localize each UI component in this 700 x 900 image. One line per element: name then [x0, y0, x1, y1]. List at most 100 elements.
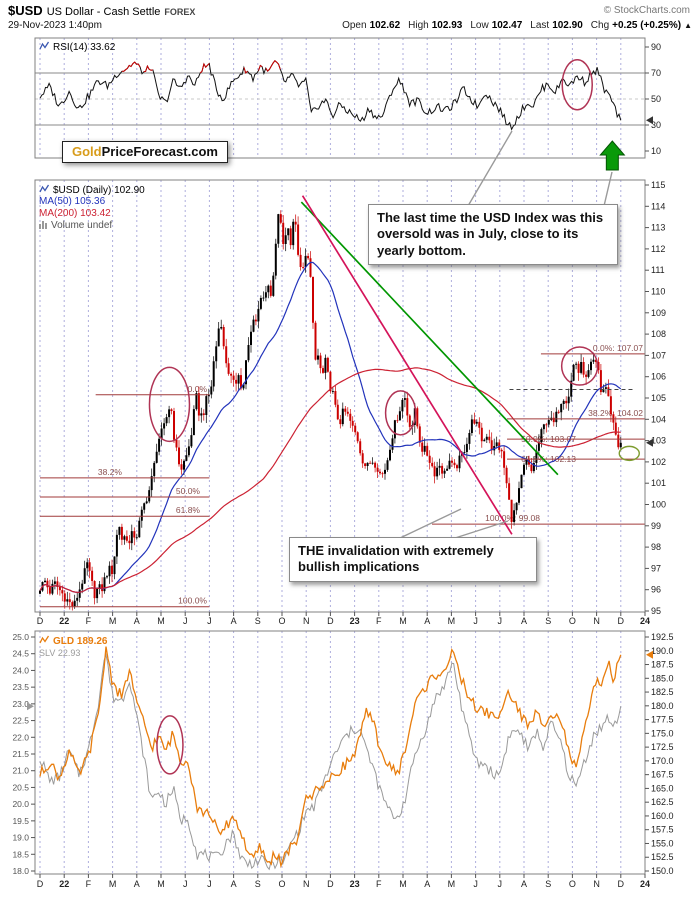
quote-high-value: 102.93	[431, 20, 463, 31]
svg-text:109: 109	[651, 308, 666, 318]
svg-text:105: 105	[651, 393, 666, 403]
svg-text:O: O	[278, 616, 285, 626]
svg-text:N: N	[593, 616, 600, 626]
svg-text:172.5: 172.5	[651, 742, 674, 752]
svg-text:23: 23	[350, 616, 360, 626]
svg-text:70: 70	[651, 68, 661, 78]
svg-text:100: 100	[651, 500, 666, 510]
quote-open-label: Open	[342, 20, 367, 31]
svg-text:20.0: 20.0	[12, 799, 29, 809]
rsi-panel	[35, 60, 645, 131]
quote-chg-value: +0.25 (+0.25%)	[612, 20, 682, 31]
chart-datetime: 29-Nov-2023 1:40pm	[8, 20, 102, 31]
exchange: FOREX	[164, 7, 196, 17]
svg-text:99: 99	[651, 521, 661, 531]
svg-text:115: 115	[651, 180, 665, 190]
svg-text:180.0: 180.0	[651, 701, 674, 711]
svg-text:J: J	[183, 879, 188, 889]
annotation-invalidation-note: THE invalidation with extremely bullish …	[289, 537, 537, 582]
svg-text:22: 22	[59, 616, 69, 626]
annotation-oversold-note: The last time the USD Index was this ove…	[368, 204, 618, 265]
svg-text:104: 104	[651, 414, 666, 424]
gld-highlight-ellipse	[156, 715, 184, 775]
indicator-icon	[39, 184, 50, 193]
rsi-legend-label: RSI(14) 33.62	[53, 42, 116, 53]
quote-low-label: Low	[470, 20, 489, 31]
grid-lines	[39, 38, 646, 874]
svg-text:A: A	[231, 879, 237, 889]
svg-text:108: 108	[651, 329, 666, 339]
quote-low-value: 102.47	[491, 20, 523, 31]
gld-slv-panel	[39, 646, 622, 871]
usd-panel: 0.0% 38.2% 50.0% 61.8% 100.0% 0.0%: 107.07 38.…	[39, 195, 645, 611]
svg-text:192.5: 192.5	[651, 632, 674, 642]
gld-line	[39, 646, 622, 869]
svg-text:24: 24	[640, 879, 650, 889]
volume-legend-label: Volume undef	[51, 220, 113, 231]
svg-text:38.2%: 38.2%	[98, 467, 123, 477]
svg-text:J: J	[207, 616, 212, 626]
svg-text:O: O	[569, 616, 576, 626]
svg-text:M: M	[109, 616, 117, 626]
svg-text:A: A	[424, 879, 430, 889]
svg-text:D: D	[37, 616, 44, 626]
svg-text:N: N	[303, 879, 310, 889]
svg-text:111: 111	[651, 265, 665, 275]
svg-text:A: A	[134, 879, 140, 889]
svg-text:M: M	[157, 879, 165, 889]
symbol: $USD	[8, 3, 43, 18]
svg-text:18.0: 18.0	[12, 866, 29, 876]
svg-text:S: S	[545, 616, 551, 626]
svg-text:M: M	[448, 879, 456, 889]
trendline-green-resistance	[300, 201, 559, 476]
svg-text:165.0: 165.0	[651, 783, 674, 793]
gld-legend: GLD 189.26 SLV 22.93	[39, 635, 107, 659]
svg-text:23.5: 23.5	[12, 682, 29, 692]
svg-text:185.0: 185.0	[651, 673, 674, 683]
usd-last-value-marker	[646, 438, 653, 447]
svg-text:F: F	[86, 879, 92, 889]
svg-text:22: 22	[59, 879, 69, 889]
quote-chg-label: Chg	[590, 20, 610, 31]
svg-text:90: 90	[651, 42, 661, 52]
ma200-legend-label: MA(200) 103.42	[39, 208, 111, 219]
svg-text:J: J	[473, 879, 478, 889]
svg-text:190.0: 190.0	[651, 646, 674, 656]
svg-text:A: A	[134, 616, 140, 626]
svg-text:150.0: 150.0	[651, 866, 674, 876]
svg-text:24: 24	[640, 616, 650, 626]
copyright: © StockCharts.com	[603, 5, 690, 16]
svg-text:J: J	[498, 879, 503, 889]
goldpriceforecast-logo: GoldPriceForecast.com	[62, 141, 228, 163]
svg-text:100.0%: 99.08: 100.0%: 99.08	[485, 513, 540, 523]
usd-legend-label: $USD (Daily) 102.90	[53, 185, 145, 196]
quote-high-label: High	[408, 20, 429, 31]
ma50-legend-label: MA(50) 105.36	[39, 196, 106, 207]
svg-text:112: 112	[651, 244, 665, 254]
fib-target-circle	[618, 445, 640, 462]
svg-text:S: S	[255, 616, 261, 626]
ma-line-MA200	[39, 367, 621, 594]
slv-last-value-marker	[27, 702, 34, 711]
svg-text:107: 107	[651, 350, 666, 360]
svg-text:22.0: 22.0	[12, 732, 29, 742]
usd-legend: $USD (Daily) 102.90 MA(50) 105.36 MA(200…	[39, 184, 145, 232]
svg-text:106: 106	[651, 372, 666, 382]
svg-text:187.5: 187.5	[651, 660, 674, 670]
svg-text:J: J	[183, 616, 188, 626]
svg-text:D: D	[37, 879, 44, 889]
svg-text:F: F	[376, 879, 382, 889]
slv-line	[39, 653, 622, 871]
rsi-legend: RSI(14) 33.62	[39, 41, 115, 53]
svg-text:M: M	[109, 879, 117, 889]
svg-text:103: 103	[651, 436, 666, 446]
slv-legend-label: SLV 22.93	[39, 648, 81, 658]
svg-text:24.5: 24.5	[12, 649, 29, 659]
svg-text:21.5: 21.5	[12, 749, 29, 759]
svg-text:50: 50	[651, 94, 661, 104]
logo-gold-text: Gold	[72, 144, 102, 159]
svg-text:N: N	[593, 879, 600, 889]
usd-highlight-ellipse	[560, 346, 599, 386]
gld-last-value-marker	[646, 650, 653, 659]
